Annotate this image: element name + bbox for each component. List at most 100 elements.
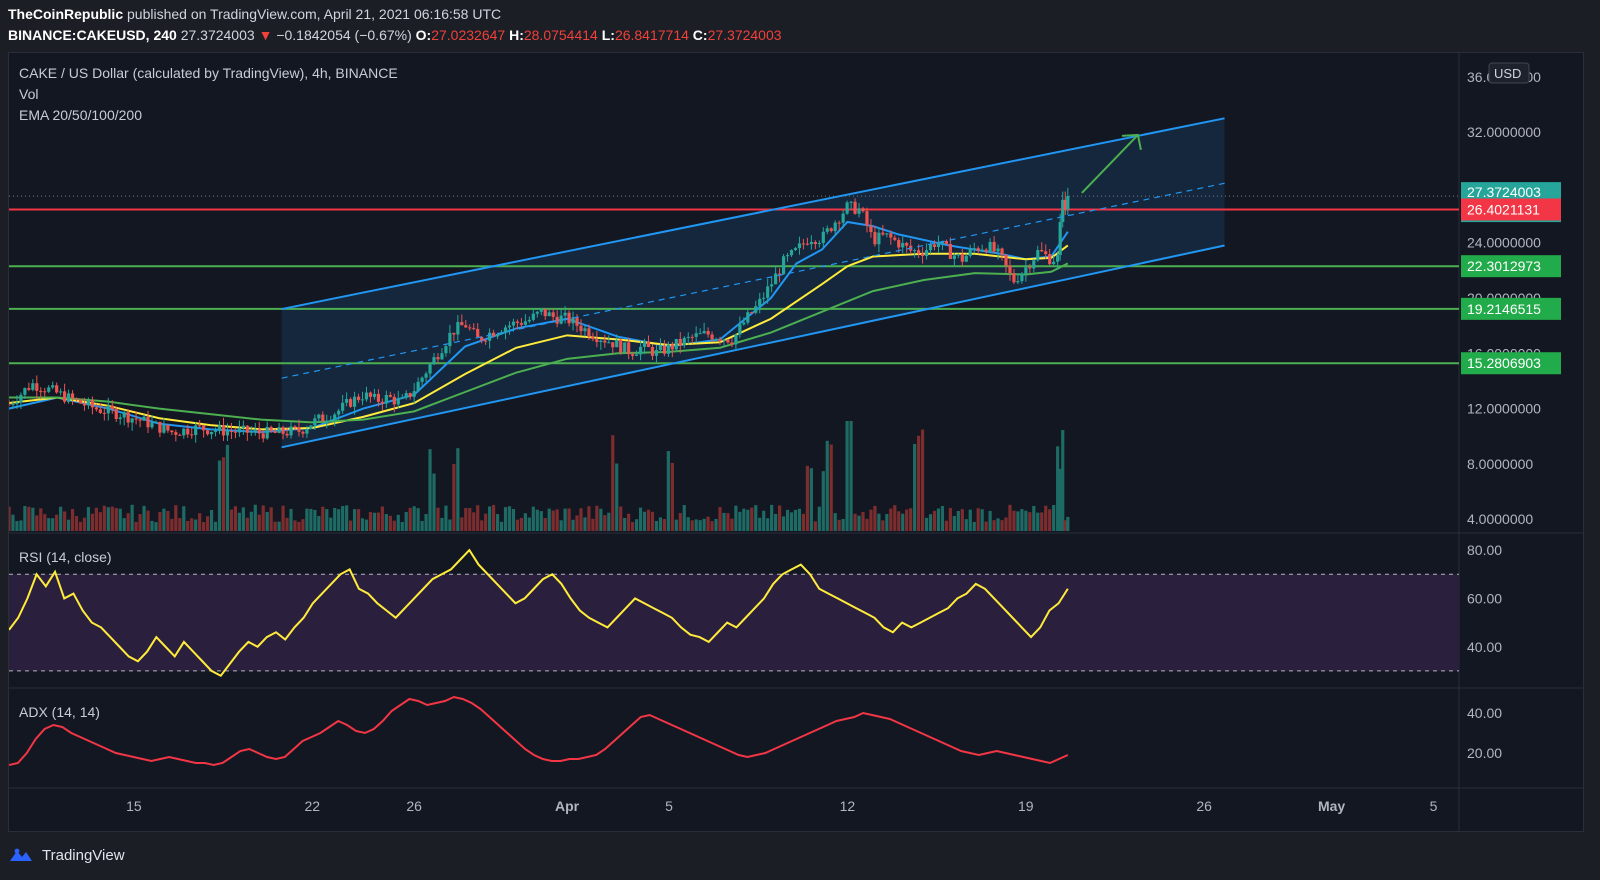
volume-bar <box>734 505 738 531</box>
volume-bar <box>1004 517 1008 531</box>
volume-legend[interactable]: Vol <box>19 86 39 102</box>
volume-bar <box>571 519 575 531</box>
volume-bar <box>261 505 265 531</box>
ema-legend[interactable]: EMA 20/50/100/200 <box>19 107 142 123</box>
volume-bar <box>245 517 249 531</box>
volume-bar <box>476 505 480 531</box>
candle-body <box>1004 254 1008 266</box>
volume-bar <box>881 520 885 531</box>
chart-frame[interactable]: 4.00000008.000000012.000000016.000000020… <box>8 52 1584 832</box>
adx-legend[interactable]: ADX (14, 14) <box>19 704 100 720</box>
volume-bar <box>785 509 790 531</box>
volume-bar <box>503 507 508 531</box>
price-tick-label: 4.0000000 <box>1467 511 1533 527</box>
time-axis-label: 5 <box>1430 798 1438 814</box>
candle-body <box>527 319 531 322</box>
candle-body <box>853 201 857 214</box>
candle-body <box>297 427 301 432</box>
currency-badge <box>1488 62 1530 84</box>
volume-bar <box>31 507 35 531</box>
volume-bar <box>615 463 619 531</box>
volume-bar <box>1061 429 1065 531</box>
footer-brand[interactable]: TradingView <box>8 838 125 872</box>
volume-bar <box>384 514 388 531</box>
candle-body <box>781 256 786 275</box>
price-tick-label: 24.0000000 <box>1467 235 1541 251</box>
candle-body <box>460 322 464 326</box>
candle-body <box>78 399 83 404</box>
volume-bar <box>90 513 95 531</box>
candle-body <box>766 286 770 298</box>
candle-body <box>59 391 63 393</box>
candle-body <box>305 428 309 434</box>
close-label: C: <box>692 27 708 43</box>
candle-body <box>746 312 750 323</box>
candle-body <box>31 383 35 390</box>
volume-bar <box>877 513 881 531</box>
volume-bar <box>186 520 190 531</box>
candle-body <box>213 430 218 432</box>
candle-body <box>444 346 448 354</box>
candle-body <box>134 418 138 420</box>
volume-bar <box>960 509 964 531</box>
volume-bar <box>114 508 118 531</box>
time-axis-label: 5 <box>665 798 673 814</box>
volume-bar <box>913 443 917 531</box>
candle-body <box>345 399 349 403</box>
candle-body <box>547 312 551 317</box>
volume-bar <box>901 513 905 531</box>
volume-bar <box>213 521 218 531</box>
candle-body <box>1024 267 1028 274</box>
volume-bar <box>444 505 448 531</box>
volume-bar <box>793 509 798 531</box>
candle-body <box>599 340 603 342</box>
chart-canvas[interactable]: 4.00000008.000000012.000000016.000000020… <box>9 53 1583 831</box>
chart-title-legend[interactable]: CAKE / US Dollar (calculated by TradingV… <box>19 65 398 81</box>
volume-bar <box>277 521 281 531</box>
candle-body <box>523 321 527 325</box>
candle-body <box>329 420 333 422</box>
volume-bar <box>837 519 841 531</box>
candle-body <box>388 395 392 397</box>
support-1-label: 22.3012973 <box>1467 258 1541 274</box>
candle-body <box>86 400 91 406</box>
rsi-legend[interactable]: RSI (14, close) <box>19 549 112 565</box>
candle-body <box>1008 265 1012 274</box>
candle-body <box>154 421 158 423</box>
volume-bar <box>833 513 837 531</box>
candle-body <box>19 394 23 403</box>
rsi-tick-label: 60.00 <box>1467 590 1502 606</box>
volume-bar <box>666 451 670 531</box>
candle-body <box>583 328 587 332</box>
open-label: O: <box>415 27 432 43</box>
candle-body <box>174 432 178 435</box>
volume-bar <box>182 506 186 531</box>
candle-body <box>615 339 619 348</box>
candle-body <box>634 354 639 356</box>
volume-bar <box>805 465 809 531</box>
candle-body <box>857 208 861 214</box>
candle-body <box>603 340 607 343</box>
candle-body <box>484 340 488 342</box>
candle-body <box>535 311 539 314</box>
volume-bar <box>1012 510 1016 531</box>
candle-body <box>801 243 806 245</box>
volume-bar <box>1024 510 1028 531</box>
candle-body <box>734 334 738 345</box>
volume-bar <box>289 508 293 531</box>
volume-bar <box>206 516 210 531</box>
candle-body <box>313 418 317 426</box>
adx-tick-label: 20.00 <box>1467 745 1502 761</box>
candle-body <box>865 211 869 226</box>
volume-bar <box>758 517 762 531</box>
volume-bar <box>559 520 563 531</box>
volume-bar <box>495 514 500 531</box>
volume-bar <box>345 505 349 531</box>
candle-body <box>352 396 357 407</box>
candle-body <box>114 409 118 419</box>
candle-body <box>202 425 206 431</box>
last-value: 27.3724003 <box>180 27 255 43</box>
volume-bar <box>59 506 63 531</box>
publisher-name[interactable]: TheCoinRepublic <box>8 6 124 22</box>
candle-body <box>495 333 500 337</box>
